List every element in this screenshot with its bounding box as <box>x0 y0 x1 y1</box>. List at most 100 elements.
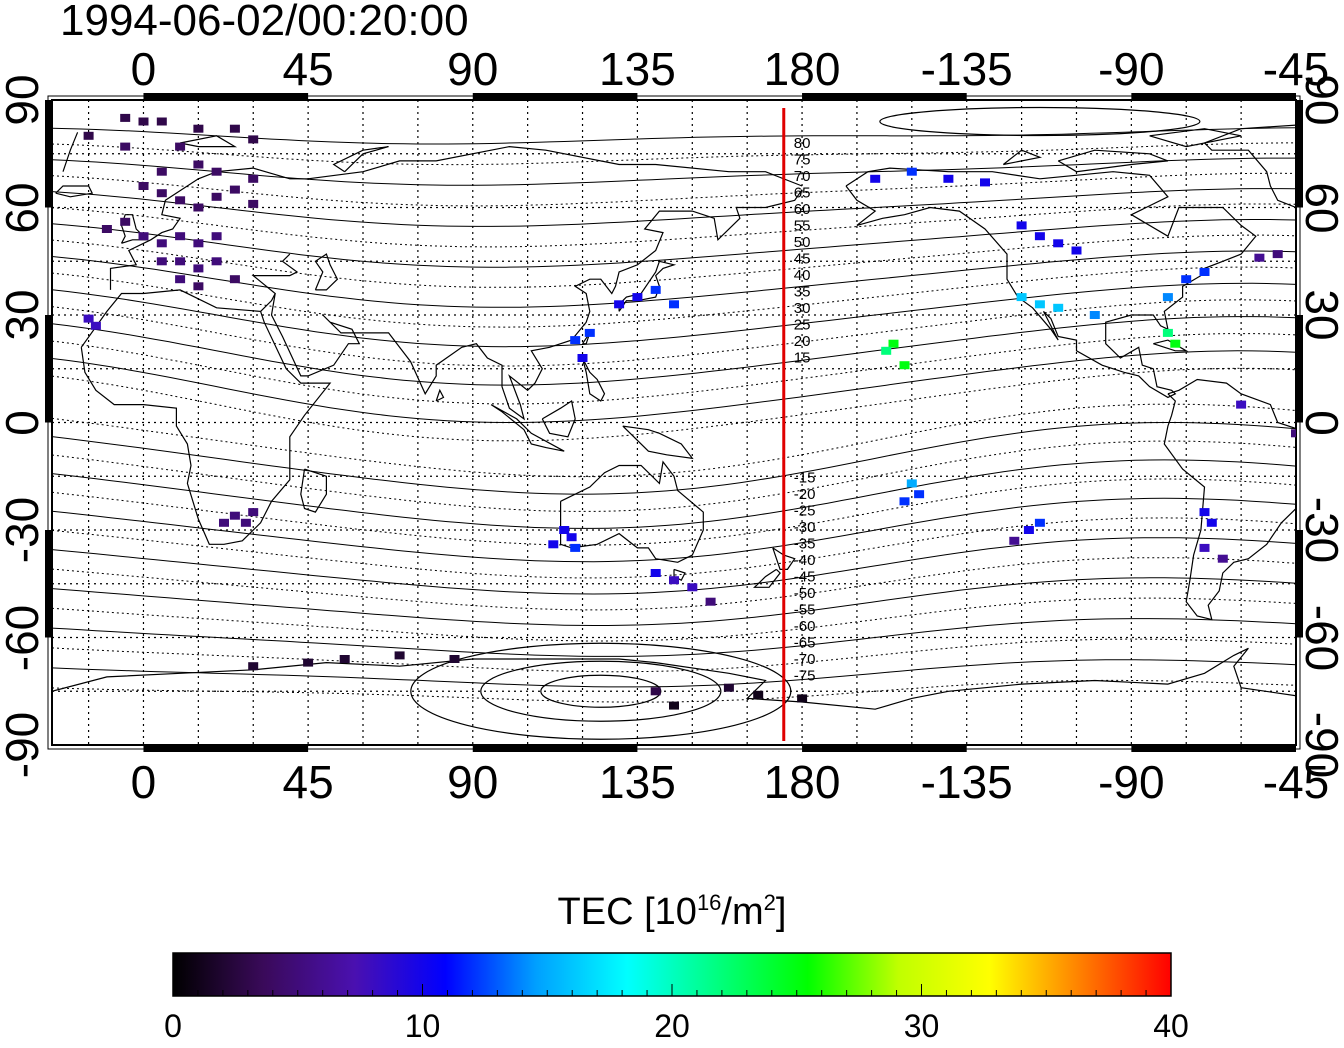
tec-point <box>1016 221 1027 230</box>
contour-label: 75 <box>794 152 811 169</box>
tec-point <box>1034 518 1045 527</box>
tec-point <box>394 651 405 660</box>
tec-point <box>193 160 204 169</box>
tec-point <box>193 203 204 212</box>
tec-point <box>899 497 910 506</box>
tec-point <box>175 142 186 151</box>
tec-point <box>1053 303 1064 312</box>
contour-label: -60 <box>794 618 816 635</box>
tec-point <box>449 655 460 663</box>
tec-point <box>303 658 314 667</box>
colorbar-tick-label: 0 <box>164 1008 182 1044</box>
tec-point <box>1089 311 1100 319</box>
colorbar <box>172 952 1172 997</box>
lat-tick-label-right: -30 <box>1296 496 1344 564</box>
lon-tick-label-bot: -45 <box>1262 756 1330 808</box>
tec-point <box>229 124 240 133</box>
contour-label: -40 <box>794 552 816 569</box>
tec-point <box>1199 543 1210 552</box>
tec-point <box>797 694 808 703</box>
contour-label: 60 <box>794 201 811 218</box>
tec-point <box>248 662 259 671</box>
contour-label: 50 <box>794 234 811 251</box>
tec-point <box>1023 526 1034 534</box>
tec-point <box>156 117 167 126</box>
lat-tick-label-left: -60 <box>0 604 48 671</box>
tec-point <box>669 701 679 710</box>
contour-label: 55 <box>794 217 811 234</box>
tec-point <box>548 540 559 549</box>
contour-label: -30 <box>794 519 816 536</box>
tec-point <box>120 113 131 122</box>
tec-point <box>650 285 661 294</box>
tec-point <box>211 167 222 176</box>
lat-tick-label-left: 30 <box>0 289 48 341</box>
tec-point <box>1199 268 1210 276</box>
tec-point <box>1254 253 1265 262</box>
tec-point <box>120 217 131 226</box>
tec-point <box>1071 246 1082 255</box>
lon-tick-label-bot: 0 <box>130 756 157 808</box>
lat-tick-label-right: 0 <box>1296 409 1344 436</box>
lon-tick-label-bot: 90 <box>447 756 499 808</box>
tec-point <box>570 543 581 552</box>
contour-label: -45 <box>794 569 816 586</box>
lon-tick-label-bot: 135 <box>599 756 676 808</box>
tec-point <box>193 124 204 133</box>
tec-point <box>870 174 881 183</box>
tec-point <box>175 232 186 241</box>
lon-tick-label-bot: -90 <box>1098 756 1165 808</box>
tec-point <box>1236 400 1247 409</box>
contour-label: -50 <box>794 585 816 602</box>
map-title: 1994-06-02/00:20:00 <box>60 0 469 45</box>
coastlines <box>52 124 1296 710</box>
tec-point <box>1162 328 1173 337</box>
lat-tick-label-left: -90 <box>0 711 48 779</box>
tec-point <box>229 275 240 284</box>
lat-tick-label-left: 90 <box>0 74 48 126</box>
tec-point <box>881 346 892 355</box>
lon-tick-label-bot: -135 <box>920 756 1013 808</box>
tec-point <box>1162 293 1173 302</box>
tec-point <box>229 511 240 520</box>
tec-point <box>193 239 204 248</box>
colorbar-label: TEC [1016/m2] <box>557 890 787 933</box>
tec-point <box>943 174 954 183</box>
lat-tick-label-right: 60 <box>1296 181 1344 234</box>
tec-point <box>248 174 259 183</box>
tec-point <box>914 490 925 499</box>
tec-point <box>888 339 899 348</box>
tec-point <box>1053 239 1064 248</box>
tec-point <box>1309 436 1319 444</box>
tec-point <box>1199 508 1210 517</box>
tec-point <box>632 293 643 302</box>
graticule <box>52 100 1296 745</box>
contour-label: 15 <box>794 349 811 366</box>
tec-point <box>1170 339 1181 348</box>
colorbar-tick-label: 30 <box>903 1008 940 1044</box>
colorbar-tick-label: 40 <box>1153 1008 1189 1044</box>
lon-tick-label-top: 45 <box>282 43 334 95</box>
lon-tick-label-bot: 45 <box>282 756 334 808</box>
contour-label: 25 <box>794 316 811 333</box>
tec-point <box>1016 293 1027 302</box>
tec-point <box>248 508 259 517</box>
contour-label: -65 <box>794 635 816 652</box>
tec-point <box>339 655 350 663</box>
tec-point <box>584 328 595 337</box>
lon-tick-label-bot: 180 <box>763 756 841 808</box>
tec-point <box>175 196 186 205</box>
tec-point <box>1272 250 1283 259</box>
magnetic-latitude-contours <box>52 106 1296 740</box>
tec-point <box>156 239 167 248</box>
lon-tick-label-top: 180 <box>763 43 841 95</box>
tec-point <box>1181 275 1192 284</box>
tec-point <box>906 167 917 176</box>
lon-tick-label-top: 90 <box>447 43 499 95</box>
lon-tick-label-top: -45 <box>1262 43 1330 95</box>
tec-point <box>211 192 222 201</box>
tec-point <box>1206 518 1217 527</box>
lat-tick-label-left: 60 <box>0 181 48 234</box>
tec-point <box>83 314 94 323</box>
